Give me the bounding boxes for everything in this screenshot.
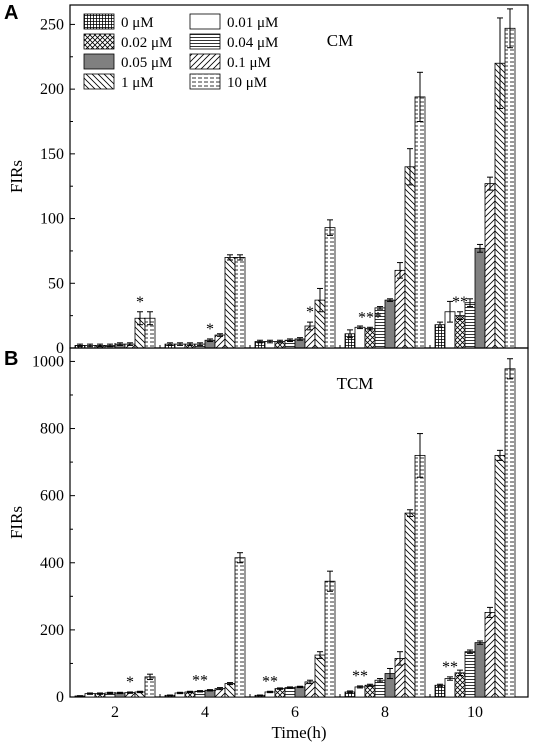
y-tick-label: 800 (40, 421, 64, 438)
bar (224, 256, 236, 349)
significance-mark: *** (358, 309, 382, 326)
bar (454, 315, 466, 349)
bar (234, 256, 246, 349)
panel-a-letter: A (4, 2, 18, 24)
bar (284, 687, 296, 698)
bar (464, 651, 476, 698)
bar (434, 684, 446, 698)
significance-mark: * (206, 321, 214, 338)
bar (354, 686, 366, 698)
bar (364, 684, 376, 698)
legend-swatch (189, 33, 221, 50)
legend-swatch (189, 13, 221, 30)
legend-label: 0.05 μM (121, 55, 172, 71)
legend-swatch (83, 13, 115, 30)
x-tick-label: 2 (111, 704, 119, 721)
y-tick-label: 50 (48, 275, 64, 292)
plot-frame (69, 347, 529, 698)
bar (404, 512, 416, 698)
x-tick-label: 8 (381, 704, 389, 721)
bar (414, 454, 426, 698)
bar (354, 326, 366, 349)
bar (304, 681, 316, 698)
bar (234, 557, 246, 698)
x-tick-label: 4 (201, 704, 209, 721)
x-tick-label: 10 (467, 704, 483, 721)
legend-label: 0.1 μM (227, 55, 271, 71)
y-tick-label: 200 (40, 622, 64, 639)
legend-label: 10 μM (227, 75, 267, 91)
bar (324, 580, 336, 698)
bar (474, 247, 486, 349)
bar (394, 269, 406, 349)
bar (384, 299, 396, 349)
bar (224, 683, 236, 698)
legend-label: 1 μM (121, 75, 154, 91)
legend-swatch (83, 73, 115, 90)
y-axis-label: FIRs (7, 506, 26, 539)
y-tick-label: 250 (40, 16, 64, 33)
x-tick-label: 6 (291, 704, 299, 721)
y-tick-label: 600 (40, 488, 64, 505)
significance-mark: ** (442, 659, 458, 676)
legend-label: 0.04 μM (227, 35, 278, 51)
y-tick-label: 200 (40, 81, 64, 98)
bar (484, 612, 496, 698)
panel-b-letter: B (4, 348, 18, 370)
bar (314, 654, 326, 698)
bar (434, 324, 446, 349)
legend-label: 0 μM (121, 15, 154, 31)
bar (214, 334, 226, 349)
panel-annotation: TCM (337, 374, 374, 393)
legend-swatch (83, 33, 115, 50)
y-tick-label: 0 (56, 340, 64, 357)
y-tick-label: 100 (40, 211, 64, 228)
significance-mark: ** (262, 673, 278, 690)
bar (324, 227, 336, 349)
legend: 0 μM 0.01 μM 0.02 μM 0.04 μM 0.05 μM 0.1 μM 1 … (83, 13, 278, 91)
bar (504, 27, 516, 349)
legend-label: 0.01 μM (227, 15, 278, 31)
panel-annotation: CM (327, 31, 353, 50)
y-tick-label: 150 (40, 146, 64, 163)
legend-swatch (189, 73, 221, 90)
bar (484, 183, 496, 349)
bar (444, 678, 456, 698)
y-tick-label: 1000 (32, 353, 64, 370)
significance-mark: * (136, 294, 144, 311)
significance-mark: ** (192, 673, 208, 690)
x-axis-label: Time(h) (271, 723, 326, 742)
y-tick-label: 400 (40, 555, 64, 572)
significance-mark: ** (352, 668, 368, 685)
bar (414, 96, 426, 349)
bar (474, 642, 486, 698)
legend-label: 0.02 μM (121, 35, 172, 51)
bar (374, 679, 386, 698)
y-axis-label: FIRs (7, 160, 26, 193)
bar (454, 672, 466, 698)
significance-mark: * (126, 674, 134, 691)
bar (364, 328, 376, 349)
bar (494, 454, 506, 698)
legend-swatch (189, 53, 221, 70)
significance-mark: * (306, 304, 314, 321)
y-tick-label: 0 (56, 689, 64, 706)
significance-mark: ** (452, 294, 468, 311)
legend-swatch (83, 53, 115, 70)
bar (294, 686, 306, 698)
bar (504, 368, 516, 698)
bar (404, 166, 416, 349)
